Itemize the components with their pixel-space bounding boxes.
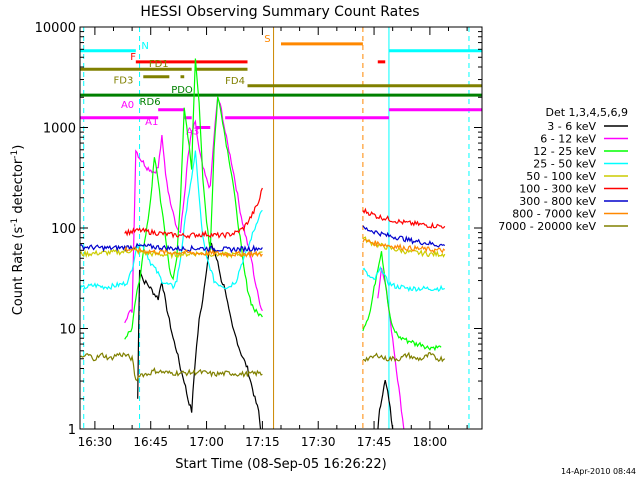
series-line-12	[80, 242, 263, 254]
y-axis-label-exp: -1	[10, 218, 20, 227]
y-axis-label-close: )	[11, 145, 26, 150]
flag-label-fd1: FD1	[149, 59, 169, 70]
series-line-7	[362, 265, 446, 293]
legend-label-5: 100 - 300 keV	[519, 183, 596, 196]
legend-label-2: 12 - 25 keV	[533, 145, 596, 158]
legend-label-3: 25 - 50 keV	[533, 158, 596, 171]
legend-label-7: 800 - 7000 keV	[512, 208, 596, 221]
y-axis-label-main: Count Rate (s	[11, 227, 26, 316]
y-tick-label-1: 1	[68, 423, 76, 438]
legend-label-4: 50 - 100 keV	[526, 170, 596, 183]
x-tick-label-1630: 16:30	[78, 435, 113, 449]
x-axis: 16:30 16:45 17:00 17:15 17:30 17:45 18:00	[78, 27, 468, 449]
series-line-5	[362, 251, 442, 352]
flag-label-a1: A1	[145, 117, 158, 128]
series-line-6	[80, 150, 263, 291]
footer-date: 14-Apr-2010 08:44	[561, 467, 636, 476]
series-line-1	[377, 379, 394, 429]
flag-label-fd4: FD4	[225, 76, 245, 87]
x-tick-label-1700: 17:00	[189, 435, 224, 449]
y-axis-label-exp2: -1	[10, 150, 20, 159]
legend-label-0: 3 - 6 keV	[547, 120, 596, 133]
x-tick-label-1645: 16:45	[133, 435, 168, 449]
y-tick-label-10: 10	[59, 323, 76, 338]
series-line-11	[362, 207, 446, 229]
flag-label-pdo: PDO	[171, 85, 193, 96]
chart-title: HESSI Observing Summary Count Rates	[140, 4, 419, 20]
series-line-14	[124, 245, 263, 259]
flag-label-s: S	[264, 34, 270, 45]
x-tick-label-1730: 17:30	[301, 435, 336, 449]
flag-label-f: F	[130, 52, 136, 63]
series-line-16	[80, 351, 263, 382]
y-tick-label-1000: 1000	[43, 122, 76, 137]
series-line-17	[362, 351, 446, 363]
flag-label-rd6: RD6	[140, 97, 161, 108]
flag-label-a0: A0	[121, 100, 134, 111]
series-line-10	[124, 187, 263, 239]
y-tick-label-100: 100	[51, 222, 76, 237]
flag-label-fd3: FD3	[114, 76, 134, 87]
legend-label-8: 7000 - 20000 keV	[498, 220, 596, 233]
legend-label-6: 300 - 800 keV	[519, 195, 596, 208]
y-axis-label-tail: detector	[11, 158, 26, 218]
x-axis-label: Start Time (08-Sep-05 16:26:22)	[175, 457, 386, 472]
flag-label-n: N	[141, 41, 148, 52]
y-axis: 1 10 100 1000 10000	[35, 21, 482, 438]
x-tick-label-1715: 17:15	[245, 435, 280, 449]
series-line-13	[362, 225, 446, 248]
x-tick-label-1800: 18:00	[413, 435, 448, 449]
legend-label-1: 6 - 12 keV	[540, 133, 596, 146]
y-tick-label-10000: 10000	[35, 21, 76, 36]
x-tick-label-1745: 17:45	[357, 435, 392, 449]
series-line-15	[362, 238, 446, 254]
series-line-4	[124, 58, 263, 340]
y-axis-label: Count Rate (s-1 detector-1)	[10, 145, 26, 316]
series-line-0	[137, 241, 262, 429]
legend-title: Det 1,3,4,5,6,9	[545, 106, 628, 119]
